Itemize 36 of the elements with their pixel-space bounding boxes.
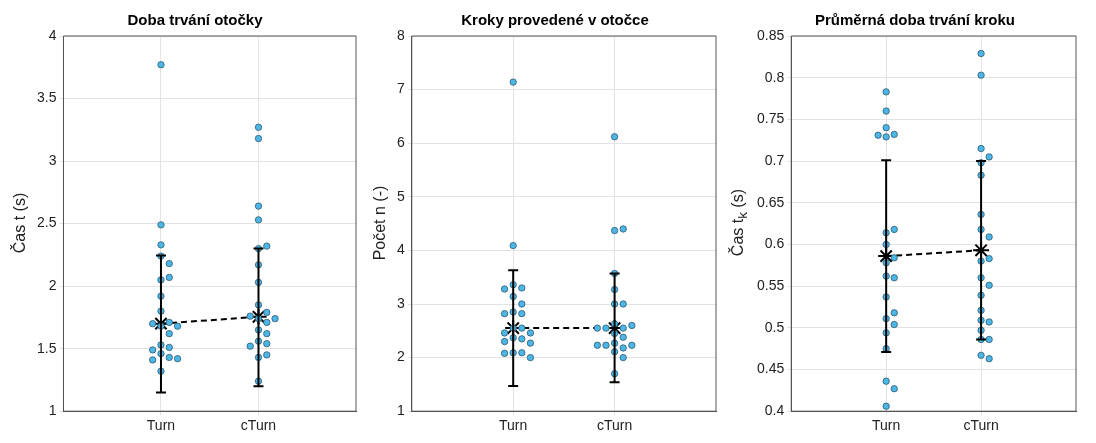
y-tick-label: 0.4 bbox=[764, 402, 785, 419]
y-tick-label: 4 bbox=[48, 26, 57, 43]
y-tick-label: 0.7 bbox=[764, 151, 785, 168]
y-tick-label: 4 bbox=[396, 241, 405, 258]
y-tick-label: 0.5 bbox=[764, 318, 785, 335]
y-axis-title: Čas t (s) bbox=[11, 192, 29, 254]
chart-title: Kroky provedené v otočce bbox=[461, 11, 649, 29]
y-tick-label: 3 bbox=[48, 151, 57, 168]
y-tick-label: 0.65 bbox=[757, 193, 785, 210]
y-tick-label: 7 bbox=[396, 80, 405, 97]
x-tick-label: cTurn bbox=[963, 417, 999, 434]
x-tick-label: cTurn bbox=[240, 417, 277, 434]
y-tick-label: 0.85 bbox=[757, 26, 785, 43]
y-tick-label: 2.5 bbox=[36, 214, 57, 231]
y-axis-title: Počet n (-) bbox=[371, 185, 389, 261]
x-tick-label: Turn bbox=[146, 417, 176, 434]
y-tick-label: 1.5 bbox=[36, 339, 57, 356]
x-tick-label: Turn bbox=[872, 417, 901, 434]
y-tick-label: 2 bbox=[48, 276, 57, 293]
y-tick-label: 8 bbox=[396, 26, 405, 43]
y-tick-label: 5 bbox=[396, 187, 405, 204]
chart-title: Průměrná doba trvání kroku bbox=[814, 11, 1016, 29]
y-tick-label: 1 bbox=[48, 402, 57, 419]
y-tick-label: 6 bbox=[396, 134, 405, 151]
y-tick-label: 3.5 bbox=[36, 89, 57, 106]
y-tick-label: 1 bbox=[396, 402, 405, 419]
y-tick-label: 0.75 bbox=[757, 110, 785, 127]
y-tick-label: 0.6 bbox=[764, 235, 785, 252]
y-tick-label: 0.45 bbox=[757, 360, 785, 377]
y-tick-label: 3 bbox=[396, 294, 405, 311]
x-tick-label: Turn bbox=[499, 417, 528, 434]
y-tick-label: 2 bbox=[396, 348, 405, 365]
y-tick-label: 0.55 bbox=[757, 276, 785, 293]
y-tick-label: 0.8 bbox=[764, 68, 785, 85]
chart-title: Doba trvání otočky bbox=[127, 11, 264, 29]
x-tick-label: cTurn bbox=[596, 417, 633, 434]
